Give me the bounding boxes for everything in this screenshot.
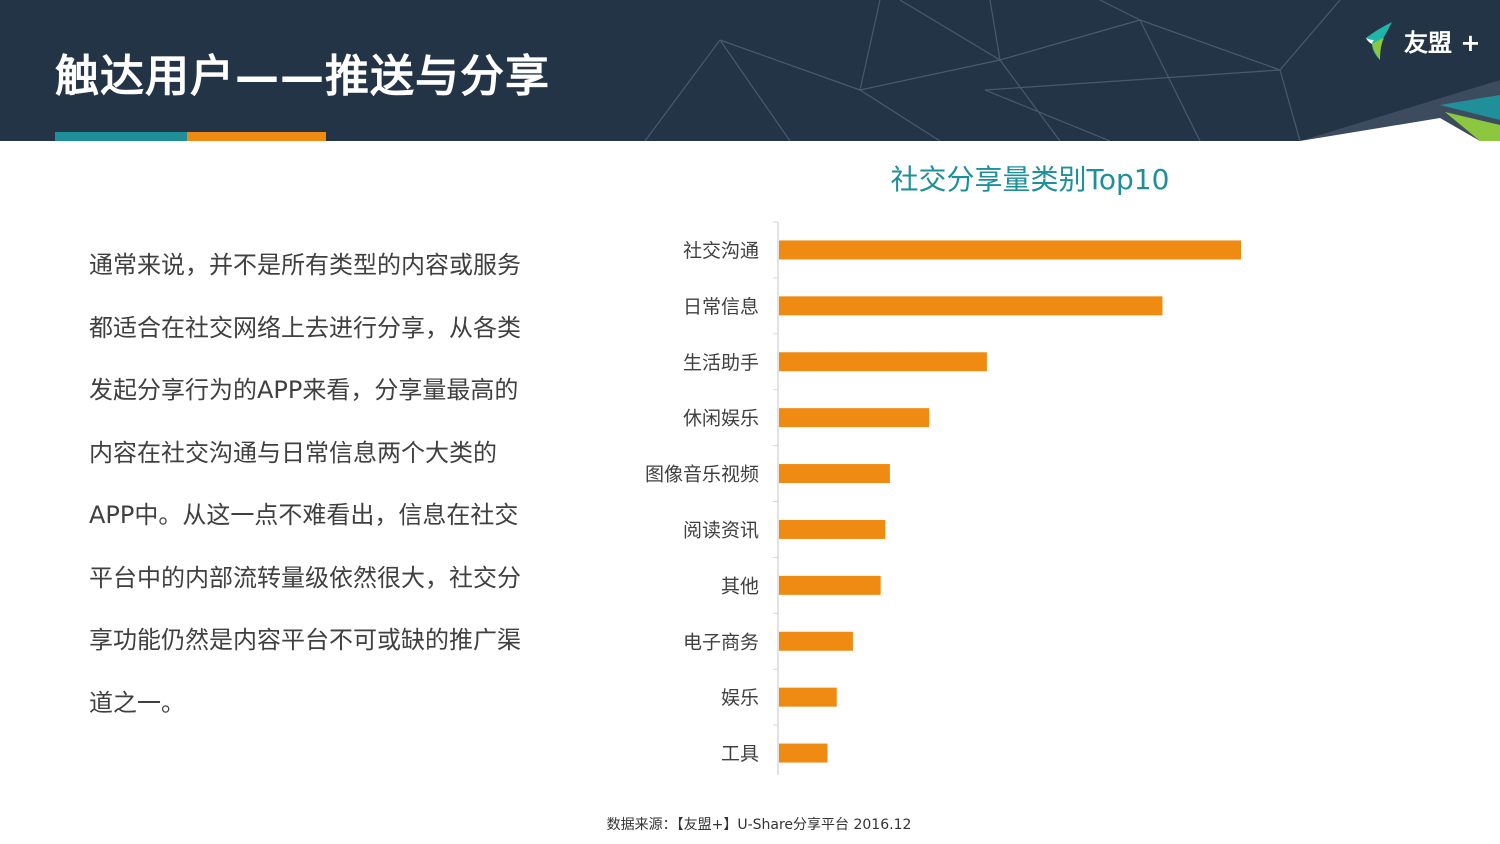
bar — [779, 352, 987, 372]
brand-logo: 友盟 + — [1362, 18, 1480, 62]
category-label: 社交沟通 — [683, 240, 759, 262]
category-label: 生活助手 — [683, 352, 759, 374]
paragraph-line: 道之一。 — [89, 688, 185, 717]
bar — [779, 519, 886, 539]
decorative-polygon-lines — [644, 0, 1500, 141]
bar — [779, 240, 1241, 260]
category-label: 阅读资讯 — [683, 519, 759, 541]
page-title: 触达用户——推送与分享 — [55, 51, 550, 102]
title-accent-orange — [187, 132, 326, 141]
category-label: 娱乐 — [721, 687, 759, 709]
data-source-note: 数据来源：【友盟+】U-Share分享平台 2016.12 — [606, 817, 912, 833]
paragraph-line: 享功能仍然是内容平台不可或缺的推广渠 — [89, 626, 521, 654]
paragraph-line: 都适合在社交网络上去进行分享，从各类 — [89, 313, 521, 342]
paragraph-line: 发起分享行为的APP来看，分享量最高的 — [89, 376, 519, 404]
title-accent-teal — [55, 132, 187, 141]
paragraph-line: APP中。从这一点不难看出，信息在社交 — [89, 501, 519, 529]
bar — [779, 575, 881, 595]
category-label: 工具 — [721, 743, 759, 765]
chart-title: 社交分享量类别Top10 — [890, 163, 1170, 196]
bar — [779, 743, 828, 763]
category-label: 休闲娱乐 — [683, 408, 759, 430]
bar — [779, 631, 853, 651]
bar — [779, 296, 1163, 316]
category-label: 日常信息 — [683, 296, 759, 318]
paragraph-line: 通常来说，并不是所有类型的内容或服务 — [89, 251, 521, 279]
bird-icon — [1366, 22, 1392, 60]
description-paragraph: 通常来说，并不是所有类型的内容或服务 都适合在社交网络上去进行分享，从各类 发起… — [89, 234, 559, 734]
header-banner: 触达用户——推送与分享 友盟 + — [0, 0, 1500, 141]
paragraph-line: 平台中的内部流转量级依然很大，社交分 — [89, 563, 521, 592]
bar — [779, 687, 837, 707]
bar — [779, 408, 930, 428]
category-label: 其他 — [721, 575, 759, 597]
logo-text: 友盟 + — [1404, 28, 1481, 57]
category-label: 电子商务 — [683, 631, 759, 653]
paragraph-line: 内容在社交沟通与日常信息两个大类的 — [89, 438, 497, 467]
bar — [779, 464, 890, 484]
category-label: 图像音乐视频 — [645, 464, 759, 486]
